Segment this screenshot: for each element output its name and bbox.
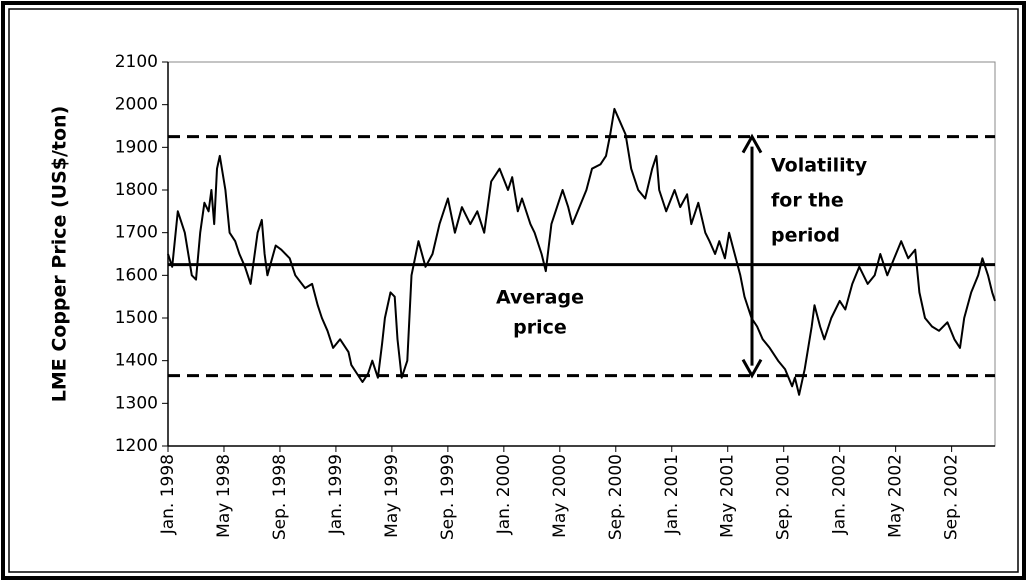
y-tick-label: 1700 <box>115 223 158 243</box>
x-tick-label: May 1998 <box>214 454 234 538</box>
x-tick-label: May 2002 <box>886 454 906 538</box>
price-line <box>167 107 996 396</box>
volatility-label: period <box>771 225 840 247</box>
y-tick-label: 1900 <box>115 137 158 157</box>
x-tick-label: Jan. 2002 <box>830 454 850 535</box>
y-tick-label: 1200 <box>115 436 158 456</box>
average-label: Average <box>496 287 584 309</box>
x-tick-label: Jan. 1998 <box>158 454 178 535</box>
x-tick-label: Sep. 2002 <box>942 454 962 540</box>
volatility-label: Volatility <box>771 155 868 177</box>
y-tick-label: 1800 <box>115 180 158 200</box>
x-tick-label: Sep. 2000 <box>606 454 626 540</box>
y-tick-label: 1400 <box>115 351 158 371</box>
volatility-label: for the <box>771 190 844 212</box>
y-tick-label: 2000 <box>115 95 158 115</box>
inner-frame <box>8 8 1019 573</box>
y-axis-title: LME Copper Price (US$/ton) <box>49 106 71 403</box>
x-tick-label: May 2001 <box>718 454 738 538</box>
y-tick-label: 2100 <box>115 52 158 72</box>
average-label: price <box>513 317 567 339</box>
x-tick-label: Jan. 1999 <box>326 454 346 535</box>
x-tick-label: Jan. 2000 <box>494 454 514 535</box>
x-tick-label: May 1999 <box>382 454 402 538</box>
x-tick-label: Sep. 1998 <box>270 454 290 540</box>
x-tick-label: May 2000 <box>550 454 570 538</box>
y-tick-label: 1300 <box>115 393 158 413</box>
x-tick-label: Sep. 1999 <box>438 454 458 540</box>
x-tick-label: Jan. 2001 <box>662 454 682 535</box>
y-tick-label: 1500 <box>115 308 158 328</box>
y-tick-label: 1600 <box>115 265 158 285</box>
arrow-head <box>741 133 763 154</box>
x-tick-label: Sep. 2001 <box>774 454 794 540</box>
arrow-head <box>741 358 763 379</box>
